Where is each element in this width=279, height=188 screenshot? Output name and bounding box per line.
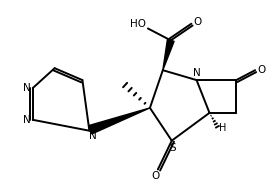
Text: S: S xyxy=(169,143,176,153)
Text: N: N xyxy=(193,68,200,78)
Text: O: O xyxy=(152,171,160,181)
Text: N: N xyxy=(90,131,97,141)
Polygon shape xyxy=(163,39,174,70)
Text: H: H xyxy=(219,123,226,133)
Polygon shape xyxy=(89,108,150,134)
Text: O: O xyxy=(257,65,265,75)
Text: O: O xyxy=(193,17,202,27)
Text: N: N xyxy=(23,115,31,125)
Text: HO: HO xyxy=(130,19,146,29)
Text: N: N xyxy=(23,83,31,93)
